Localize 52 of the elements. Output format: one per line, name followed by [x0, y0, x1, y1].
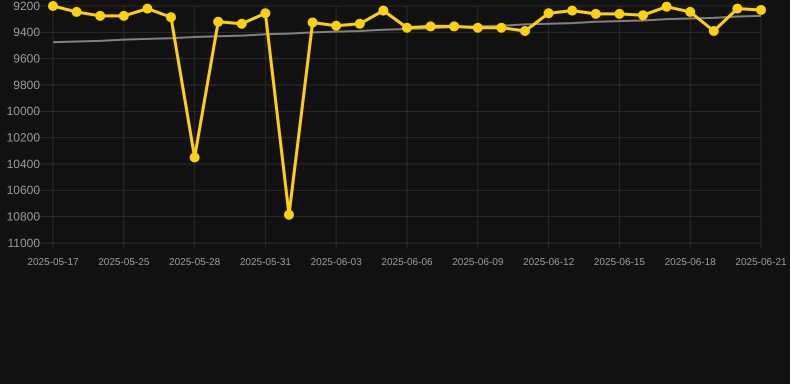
point	[426, 21, 436, 32]
x-tick-label: 2025-06-12	[523, 257, 575, 268]
point	[308, 17, 318, 28]
point	[142, 4, 152, 14]
point	[496, 22, 506, 33]
point	[614, 8, 624, 19]
point	[472, 22, 483, 33]
y-tick-label: 10800	[6, 210, 40, 224]
point	[544, 8, 554, 18]
point	[732, 4, 742, 14]
y-tick-label: 10600	[6, 183, 40, 198]
point	[708, 26, 719, 36]
y-tick-label: 10400	[6, 156, 40, 171]
y-tick-label: 9800	[13, 78, 40, 92]
point	[520, 26, 530, 36]
y-tick-label: 10000	[6, 104, 40, 118]
point	[756, 4, 766, 15]
x-tick-label: 2025-05-31	[240, 257, 292, 268]
point	[685, 6, 696, 17]
x-tick-label: 2025-06-03	[310, 257, 362, 268]
x-tick-label: 2025-06-09	[452, 257, 504, 268]
point	[118, 10, 129, 21]
point	[662, 2, 672, 12]
x-tick-label: 2025-06-06	[381, 257, 434, 268]
point	[260, 8, 270, 18]
x-tick-label: 2025-06-15	[594, 257, 646, 268]
point	[590, 8, 601, 19]
x-tick-label: 2025-06-21	[735, 257, 788, 268]
point	[331, 20, 342, 31]
point	[402, 22, 412, 33]
point	[213, 16, 224, 27]
point	[72, 6, 82, 17]
y-tick-label: 9600	[13, 52, 40, 66]
y-tick-label: 10200	[6, 130, 40, 145]
y-tick-label: 9200	[13, 0, 40, 13]
x-tick-label: 2025-05-17	[27, 257, 80, 268]
point	[166, 12, 176, 22]
point	[378, 6, 388, 16]
point	[284, 210, 294, 220]
point	[638, 10, 648, 20]
point	[48, 1, 58, 11]
x-tick-label: 2025-05-28	[169, 257, 221, 268]
y-tick-label: 9400	[13, 25, 40, 40]
point	[354, 18, 365, 29]
x-tick-label: 2025-05-25	[98, 257, 150, 268]
point	[236, 18, 247, 29]
point	[449, 21, 460, 32]
point	[95, 10, 106, 21]
x-tick-label: 2025-06-18	[664, 257, 716, 268]
point	[567, 6, 578, 16]
y-tick-label: 11000	[8, 236, 40, 250]
point	[190, 152, 200, 162]
